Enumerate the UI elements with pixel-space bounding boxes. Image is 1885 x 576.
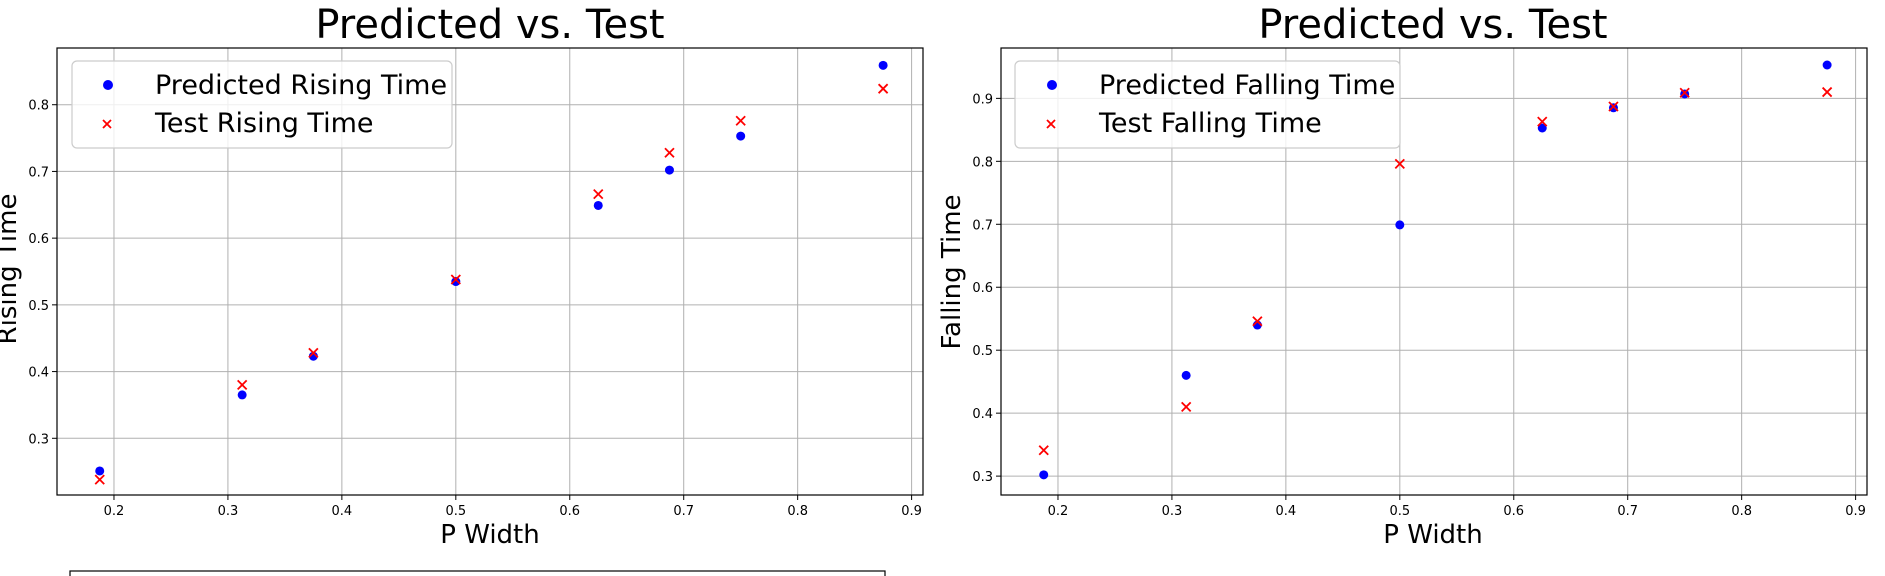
x-tick-label: 0.8 [1731,504,1752,519]
x-tick-label: 0.5 [445,504,466,519]
test-point [237,379,248,391]
test-point [735,115,746,126]
legend: Predicted Falling Time Test Falling Time [1014,60,1401,149]
test-point [1679,87,1690,98]
legend-label-test: Test Falling Time [1098,108,1322,139]
legend-label-predicted: Predicted Falling Time [1099,70,1395,101]
x-tick-label: 0.7 [1617,504,1638,519]
x-axis-label: P Width [1383,520,1482,550]
y-tick-label: 0.3 [972,470,993,485]
legend: Predicted Rising Time Test Rising Time [71,60,453,149]
y-tick-label: 0.5 [28,299,49,314]
test-point [1181,401,1192,412]
test-point [1821,86,1833,98]
predicted-point [1039,470,1049,480]
predicted-point [664,165,674,175]
y-tick-label: 0.6 [972,281,993,296]
y-tick-label: 0.9 [972,92,993,107]
legend-marker-test [1046,119,1056,129]
predicted-point [1181,370,1191,380]
y-tick-label: 0.4 [972,407,993,422]
test-point [308,347,319,359]
x-tick-label: 0.3 [218,504,239,519]
x-tick-label: 0.2 [104,504,125,519]
rising-time-chart: Predicted vs. Test P Width Rising Time 0… [0,2,924,550]
predicted-point [1395,220,1405,230]
x-tick-label: 0.7 [673,504,694,519]
x-tick-label: 0.8 [787,504,808,519]
predicted-point [237,390,247,400]
legend-marker-predicted [1047,80,1057,90]
y-tick-label: 0.7 [972,218,993,233]
x-tick-label: 0.4 [1276,504,1297,519]
plot-area-frame [1000,47,1868,496]
predicted-point [1537,123,1547,133]
legend-box [1014,60,1401,149]
axis-ticks: 0.2 0.3 0.4 0.5 0.6 0.7 0.8 0.9 0.3 0.4 0.5 0.6 0.7 0… [28,99,922,519]
grid-lines [1001,48,1867,495]
plot-area-frame [56,47,924,496]
predicted-point [1822,60,1832,70]
y-tick-label: 0.4 [28,366,49,381]
y-axis-label: Rising Time [0,194,23,345]
chart-title: Predicted vs. Test [1258,2,1607,48]
y-tick-label: 0.3 [28,432,49,447]
y-tick-label: 0.8 [28,99,49,114]
chart-title: Predicted vs. Test [315,2,664,48]
y-tick-label: 0.8 [972,155,993,170]
predicted-point [95,466,105,476]
x-axis-label: P Width [440,520,539,550]
test-point [664,147,675,158]
cropped-table-frame [69,570,886,576]
legend-marker-predicted [103,80,113,90]
grid-lines [57,48,923,495]
x-tick-label: 0.9 [1845,504,1866,519]
x-tick-label: 0.3 [1162,504,1183,519]
legend-label-test: Test Rising Time [154,108,374,139]
test-point [450,274,461,285]
predicted-point [736,131,746,141]
data-points [1038,60,1833,480]
test-point [1038,445,1049,456]
x-tick-label: 0.6 [1503,504,1524,519]
test-point [1252,316,1263,327]
x-tick-label: 0.4 [332,504,353,519]
predicted-point [451,277,461,287]
test-point [1394,158,1405,169]
y-tick-label: 0.7 [28,165,49,180]
test-point [593,188,604,200]
x-tick-label: 0.6 [559,504,580,519]
test-point [877,83,889,94]
test-point [1608,101,1619,112]
test-point [1537,116,1548,127]
legend-box [71,60,453,149]
data-points [94,60,889,485]
y-tick-label: 0.6 [28,232,49,247]
x-tick-label: 0.5 [1389,504,1410,519]
legend-label-predicted: Predicted Rising Time [155,70,447,101]
y-axis-label: Falling Time [937,194,967,349]
y-tick-label: 0.5 [972,344,993,359]
legend-marker-test [102,119,112,129]
x-tick-label: 0.9 [901,504,922,519]
predicted-point [593,200,603,210]
falling-time-chart: Predicted vs. Test P Width Falling Time … [937,2,1868,550]
test-point [94,474,105,485]
axis-ticks: 0.2 0.3 0.4 0.5 0.6 0.7 0.8 0.9 0.3 0.4 0.5 0.6 0.7 0… [972,92,1866,519]
predicted-point [878,60,888,70]
x-tick-label: 0.2 [1048,504,1069,519]
